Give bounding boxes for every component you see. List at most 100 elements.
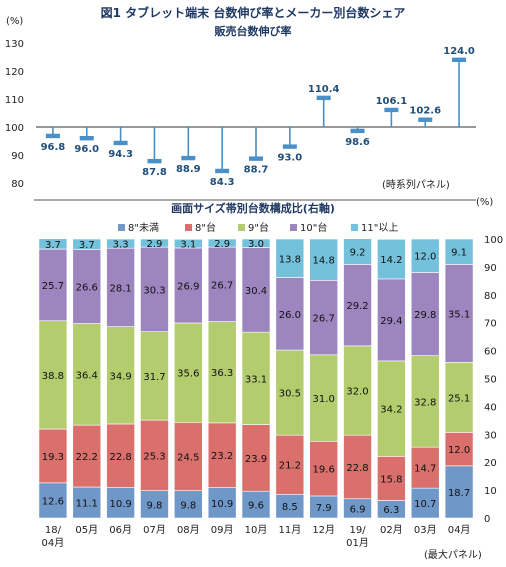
- bar-value-label: 24.5: [177, 452, 199, 463]
- growth-marker: [113, 140, 128, 146]
- growth-marker: [282, 144, 297, 149]
- growth-value-label: 88.7: [244, 165, 269, 176]
- bar-segment: [444, 432, 474, 467]
- bar-segment: [410, 272, 440, 356]
- bar-segment: [207, 238, 237, 248]
- top-y-tick-label: 130: [5, 39, 24, 50]
- bar-value-label: 11.1: [76, 499, 98, 510]
- x-tick-label: 02月: [380, 524, 403, 536]
- bar-value-label: 23.2: [211, 451, 233, 462]
- bar-value-label: 36.3: [211, 368, 233, 379]
- bar-segment: [343, 264, 372, 347]
- bar-value-label: 34.2: [380, 405, 402, 416]
- growth-marker: [147, 158, 162, 164]
- bar-segment: [444, 264, 474, 363]
- bar-value-label: 3.7: [45, 240, 61, 251]
- bar-value-label: 33.1: [245, 374, 267, 385]
- growth-marker: [452, 57, 467, 62]
- growth-value-label: 102.6: [409, 106, 441, 117]
- bar-value-label: 3.0: [248, 239, 264, 250]
- bar-segment: [410, 355, 440, 448]
- bottom-y-tick-label: 40: [484, 402, 497, 413]
- growth-value-label: 98.6: [345, 137, 370, 148]
- bar-value-label: 28.1: [109, 283, 131, 294]
- legend-label: 9"台: [248, 221, 269, 234]
- bar-value-label: 7.9: [316, 503, 332, 514]
- growth-value-label: 93.0: [278, 153, 303, 164]
- bottom-y-tick-label: 90: [484, 263, 497, 274]
- x-tick-label: 12月: [312, 524, 335, 536]
- bar-segment: [275, 277, 305, 351]
- bar-value-label: 26.7: [313, 314, 335, 325]
- bottom-y-tick-label: 70: [484, 319, 497, 330]
- bar-segment: [140, 238, 169, 248]
- bar-value-label: 26.9: [177, 281, 199, 292]
- x-tick-label: 11月: [278, 524, 301, 536]
- bar-value-label: 25.1: [448, 393, 470, 404]
- bar-value-label: 14.2: [380, 255, 402, 266]
- bar-segment: [72, 424, 102, 488]
- bottom-legend: 8"未満 8"台 9"台 10"台 11"以上: [118, 221, 398, 234]
- bar-segment: [377, 456, 406, 501]
- top-y-tick-label: 80: [11, 179, 24, 190]
- x-tick-label: 09月: [211, 524, 234, 536]
- legend-label: 8"台: [195, 221, 216, 234]
- bar-segment: [72, 238, 102, 250]
- growth-value-label: 96.8: [41, 142, 66, 153]
- growth-series: 96.8 96.0 94.3 87.8 88.9 84.3 88.7 93.0 110.4 98.…: [41, 46, 475, 188]
- x-tick-label: 10月: [245, 524, 268, 536]
- bar-segment: [241, 331, 271, 425]
- bar-value-label: 10.7: [414, 499, 436, 510]
- top-y-unit: (%): [6, 16, 23, 27]
- bar-value-label: 26.0: [279, 310, 301, 321]
- bar-segment: [38, 482, 68, 519]
- bar-value-label: 3.1: [180, 240, 196, 251]
- bar-segment: [241, 247, 271, 333]
- bar-value-label: 14.8: [313, 256, 335, 267]
- bar-segment: [72, 249, 102, 324]
- bar-value-label: 18.7: [448, 488, 470, 499]
- top-y-tick-label: 110: [5, 95, 24, 106]
- growth-value-label: 94.3: [108, 149, 133, 160]
- bar-value-label: 8.5: [282, 502, 298, 513]
- bar-value-label: 19.3: [42, 452, 64, 463]
- bar-segment: [309, 238, 338, 281]
- bar-value-label: 15.8: [380, 474, 402, 485]
- bar-value-label: 9.8: [147, 500, 163, 511]
- bar-value-label: 19.6: [313, 465, 335, 476]
- growth-marker: [418, 117, 433, 122]
- growth-marker: [249, 156, 263, 161]
- growth-value-label: 87.8: [142, 167, 167, 178]
- bar-value-label: 30.4: [245, 286, 267, 297]
- bar-value-label: 3.3: [113, 240, 129, 251]
- bar-segment: [38, 320, 68, 430]
- figure-title: 図1 タブレット端末 台数伸び率とメーカー別台数シェア: [101, 5, 406, 20]
- growth-marker: [79, 136, 94, 141]
- x-tick-label: 18/: [45, 525, 62, 536]
- bar-value-label: 21.2: [279, 461, 301, 472]
- x-tick-label: 03月: [414, 524, 437, 536]
- bar-value-label: 36.4: [76, 370, 98, 381]
- legend-label: 10"台: [300, 221, 327, 234]
- bar-segment: [140, 331, 169, 421]
- bar-value-label: 38.8: [42, 371, 64, 382]
- top-y-tick-label: 120: [5, 67, 24, 78]
- x-tick-label: 19/: [349, 525, 366, 536]
- bar-value-label: 9.8: [180, 500, 196, 511]
- bar-segment: [343, 434, 372, 500]
- x-axis: 18/04月 05月 06月 07月 08月 09月 10月 11月 12月 19/01月 02月 0…: [42, 524, 471, 549]
- legend-label: 8"未満: [128, 222, 159, 234]
- bottom-y-axis: 0 10 20 30 40 50 60 70 80 90 100: [484, 235, 503, 525]
- bar-segment: [207, 246, 237, 322]
- bar-value-label: 22.2: [76, 452, 98, 463]
- bar-value-label: 31.0: [313, 394, 335, 405]
- bar-segment: [38, 248, 68, 322]
- bar-value-label: 26.6: [76, 282, 98, 293]
- bar-segment: [275, 434, 305, 495]
- bar-value-label: 12.0: [414, 252, 436, 263]
- bar-value-label: 32.8: [414, 397, 436, 408]
- bar-segment: [174, 422, 203, 491]
- bar-value-label: 2.9: [147, 239, 163, 250]
- bar-value-label: 2.9: [214, 239, 230, 250]
